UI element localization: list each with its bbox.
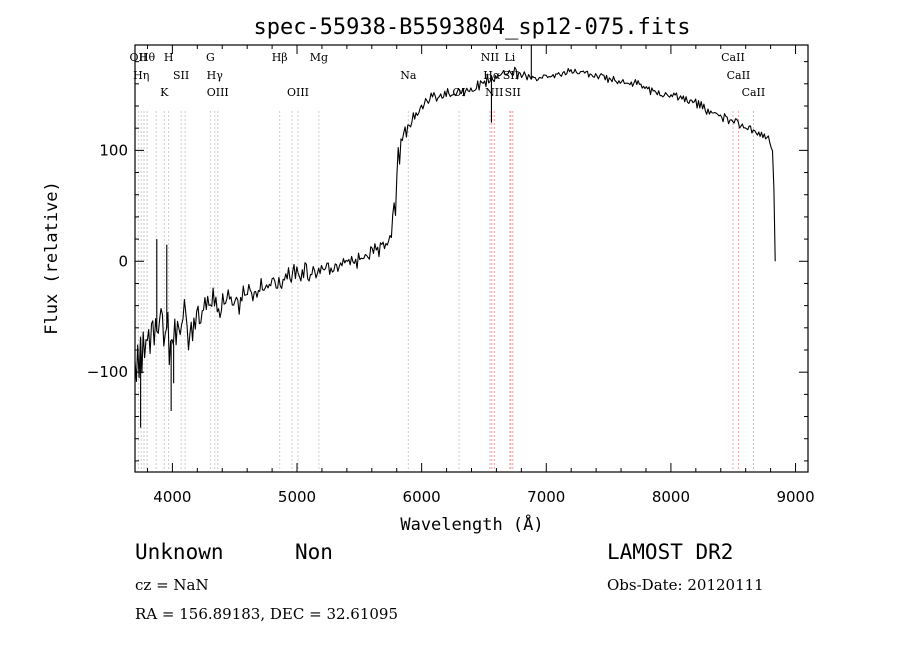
x-tick-label: 9000 <box>776 488 814 506</box>
line-marker-label: NII <box>485 86 503 99</box>
line-marker-label: SII <box>505 86 521 99</box>
chart-title: spec-55938-B5593804_sp12-075.fits <box>253 15 690 40</box>
spectrum-lines <box>134 45 776 428</box>
y-tick-label: 0 <box>118 252 128 270</box>
line-marker-label: CaII <box>742 86 766 99</box>
redshift-text: cz = NaN <box>135 576 209 594</box>
line-markers <box>137 111 754 472</box>
y-axis: −100 0 100 <box>87 61 808 462</box>
line-marker-label: SII <box>503 69 519 82</box>
line-marker-label: SII <box>173 69 189 82</box>
line-marker-label: H <box>164 51 174 64</box>
line-marker-label: Hη <box>133 69 149 82</box>
line-marker-label: G <box>206 51 215 64</box>
x-axis: 4000 5000 6000 7000 8000 9000 <box>146 45 815 506</box>
line-marker-label: Na <box>400 69 417 82</box>
x-tick-label: 7000 <box>527 488 565 506</box>
x-tick-label: 4000 <box>153 488 191 506</box>
line-marker-label: Mg <box>310 51 328 64</box>
line-marker-label: K <box>160 86 169 99</box>
y-tick-label: 100 <box>99 141 128 159</box>
line-marker-label: Hγ <box>207 69 224 82</box>
line-marker-label: OII <box>130 51 148 64</box>
coordinates-text: RA = 156.89183, DEC = 32.61095 <box>135 605 399 623</box>
line-marker-label: OIII <box>207 86 229 99</box>
line-marker-label: CaII <box>721 51 745 64</box>
survey-name: LAMOST DR2 <box>607 540 734 564</box>
line-marker-label: Li <box>504 51 515 64</box>
line-marker-label: CaII <box>727 69 751 82</box>
plot-frame <box>134 44 809 473</box>
object-subclass: Non <box>295 540 333 564</box>
spectrum-line <box>134 66 776 383</box>
x-axis-label: Wavelength (Å) <box>400 513 543 535</box>
line-marker-label: Hθ <box>139 51 156 64</box>
line-marker-label: OIII <box>287 86 309 99</box>
y-tick-label: −100 <box>87 363 128 381</box>
line-labels: OIIHηHθKHSIIGHγOIIIHβOIIIMgNaOINIIHαNIIL… <box>130 51 766 99</box>
observation-date: Obs-Date: 20120111 <box>607 576 764 594</box>
x-tick-label: 5000 <box>278 488 316 506</box>
x-tick-label: 8000 <box>652 488 690 506</box>
line-marker-label: NII <box>481 51 499 64</box>
y-axis-label: Flux (relative) <box>42 181 62 335</box>
line-marker-label: Hβ <box>272 51 288 64</box>
object-class: Unknown <box>135 540 224 564</box>
x-tick-label: 6000 <box>403 488 441 506</box>
